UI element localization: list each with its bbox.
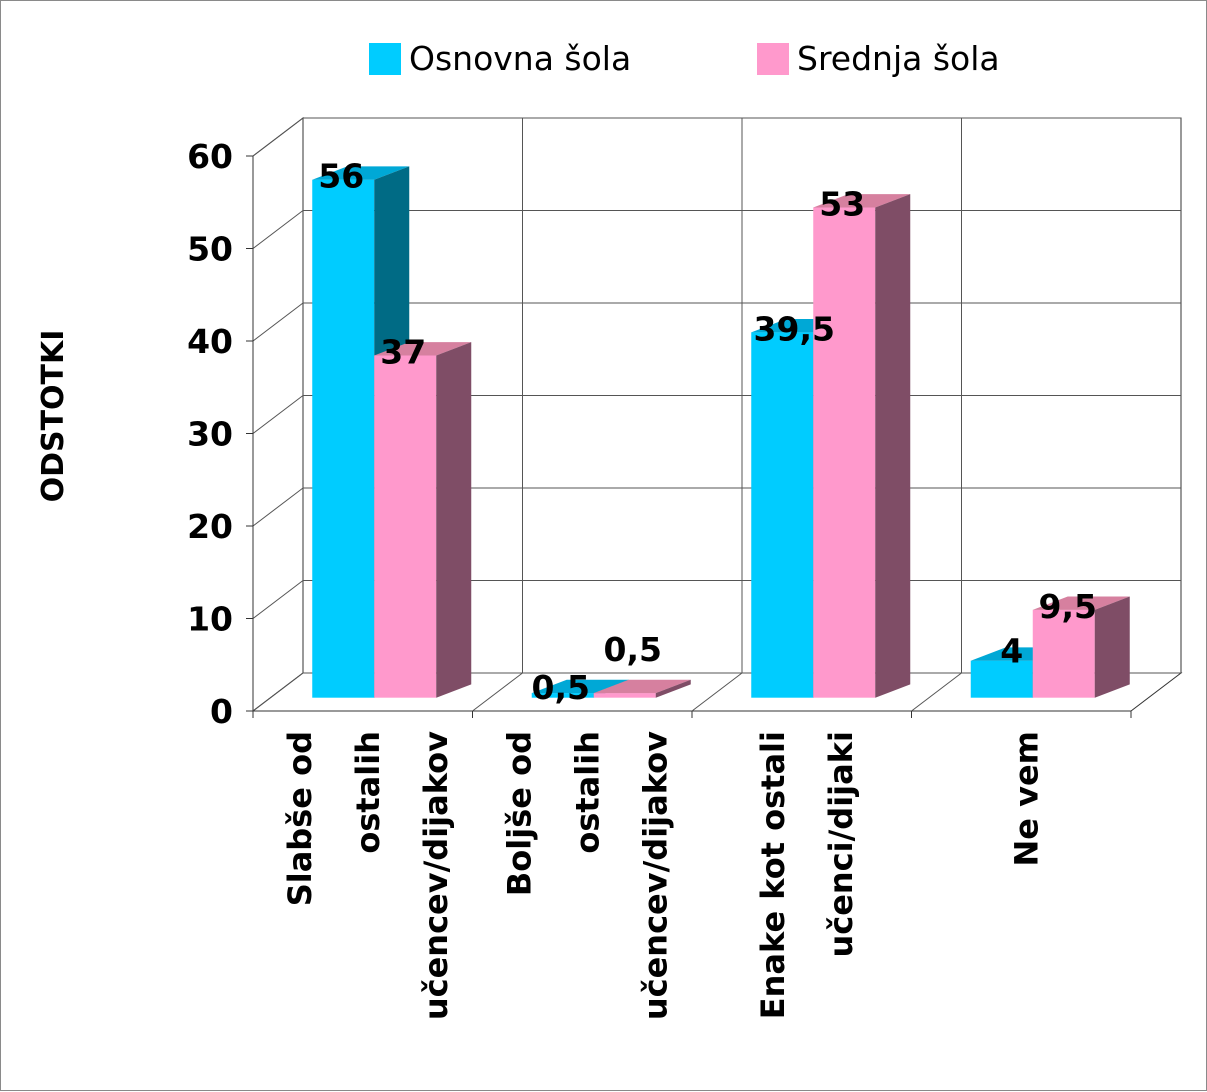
x-tick-label-line: Slabše od: [281, 731, 319, 906]
x-tick-label-line: Ne vem: [1007, 731, 1045, 867]
legend-label: Srednja šola: [797, 39, 1000, 78]
bars: [312, 166, 1130, 698]
data-label: 39,5: [754, 309, 835, 348]
y-tick-label: 0: [210, 692, 233, 731]
x-tick-labels: Slabše od ostalih učencev/dijakov Boljše od…: [281, 731, 1046, 1020]
y-tick-labels: 0 10 20 30 40 50 60: [187, 137, 233, 731]
y-tick-label: 10: [187, 600, 233, 639]
x-tick-label: Ne vem: [1007, 731, 1045, 867]
bar-side: [1094, 596, 1130, 698]
axes: [246, 155, 1132, 718]
data-label: 53: [819, 184, 865, 223]
category-divider-floor: [472, 672, 523, 712]
bar-front: [531, 693, 594, 698]
bar-top: [813, 194, 911, 208]
bar-top: [531, 679, 629, 694]
bar-front: [970, 660, 1033, 698]
x-tick-label: Boljše od ostalih učencev/dijakov: [500, 731, 674, 1020]
y-tick-label: 50: [187, 230, 233, 269]
bar-front: [312, 179, 375, 698]
data-label: 0,5: [604, 630, 662, 669]
gridline-left: [252, 487, 304, 527]
x-tick-label-line: Enake kot ostali: [754, 731, 792, 1019]
legend-swatch: [757, 43, 789, 75]
bar-top: [1032, 596, 1130, 610]
x-tick-label-line: ostalih: [568, 731, 606, 854]
x-tick-label-line: učencev/dijakov: [417, 731, 455, 1020]
bar-front: [751, 332, 814, 698]
gridline-left: [252, 395, 304, 434]
gridline-left: [252, 672, 304, 712]
data-label: 56: [318, 157, 364, 196]
bar-side: [436, 342, 472, 698]
data-label: 4: [1000, 632, 1023, 671]
data-label: 0,5: [532, 668, 590, 707]
legend-swatch: [369, 43, 401, 75]
bar-front: [374, 355, 437, 698]
category-divider-floor: [691, 672, 743, 712]
gridline-left: [252, 580, 304, 619]
bar-top: [374, 342, 472, 356]
y-tick-label: 40: [187, 322, 233, 361]
x-tick-label-line: učencev/dijakov: [636, 731, 674, 1020]
x-tick-label: Enake kot ostali učenci/dijaki: [754, 731, 860, 1019]
gridline-left: [252, 302, 304, 342]
bar-front: [593, 693, 656, 698]
bar-top: [593, 679, 691, 694]
bar-side: [655, 679, 691, 698]
gridline-left: [252, 210, 304, 249]
category-divider-floor: [911, 672, 962, 712]
x-tick-label-line: ostalih: [349, 731, 387, 854]
legend: Osnovna šola Srednja šola: [369, 39, 1000, 78]
bar-front: [1032, 609, 1095, 698]
gridline-left: [252, 117, 304, 157]
bar-side: [875, 194, 911, 698]
legend-label: Osnovna šola: [409, 39, 631, 78]
bar-front: [813, 207, 876, 698]
y-axis-label: ODSTOTKI: [36, 330, 71, 503]
data-label: 37: [380, 332, 426, 371]
y-tick-label: 30: [187, 415, 233, 454]
y-tick-label: 20: [187, 507, 233, 546]
x-tick-label-line: Boljše od: [500, 731, 538, 896]
data-label: 9,5: [1039, 587, 1097, 626]
data-labels: 56 37 0,5 0,5 39,5 53 4 9,5: [318, 157, 1097, 707]
bar-top: [312, 166, 410, 180]
x-tick-label-line: učenci/dijaki: [822, 731, 860, 958]
x-tick-label: Slabše od ostalih učencev/dijakov: [281, 731, 455, 1020]
y-tick-label: 60: [187, 137, 233, 176]
